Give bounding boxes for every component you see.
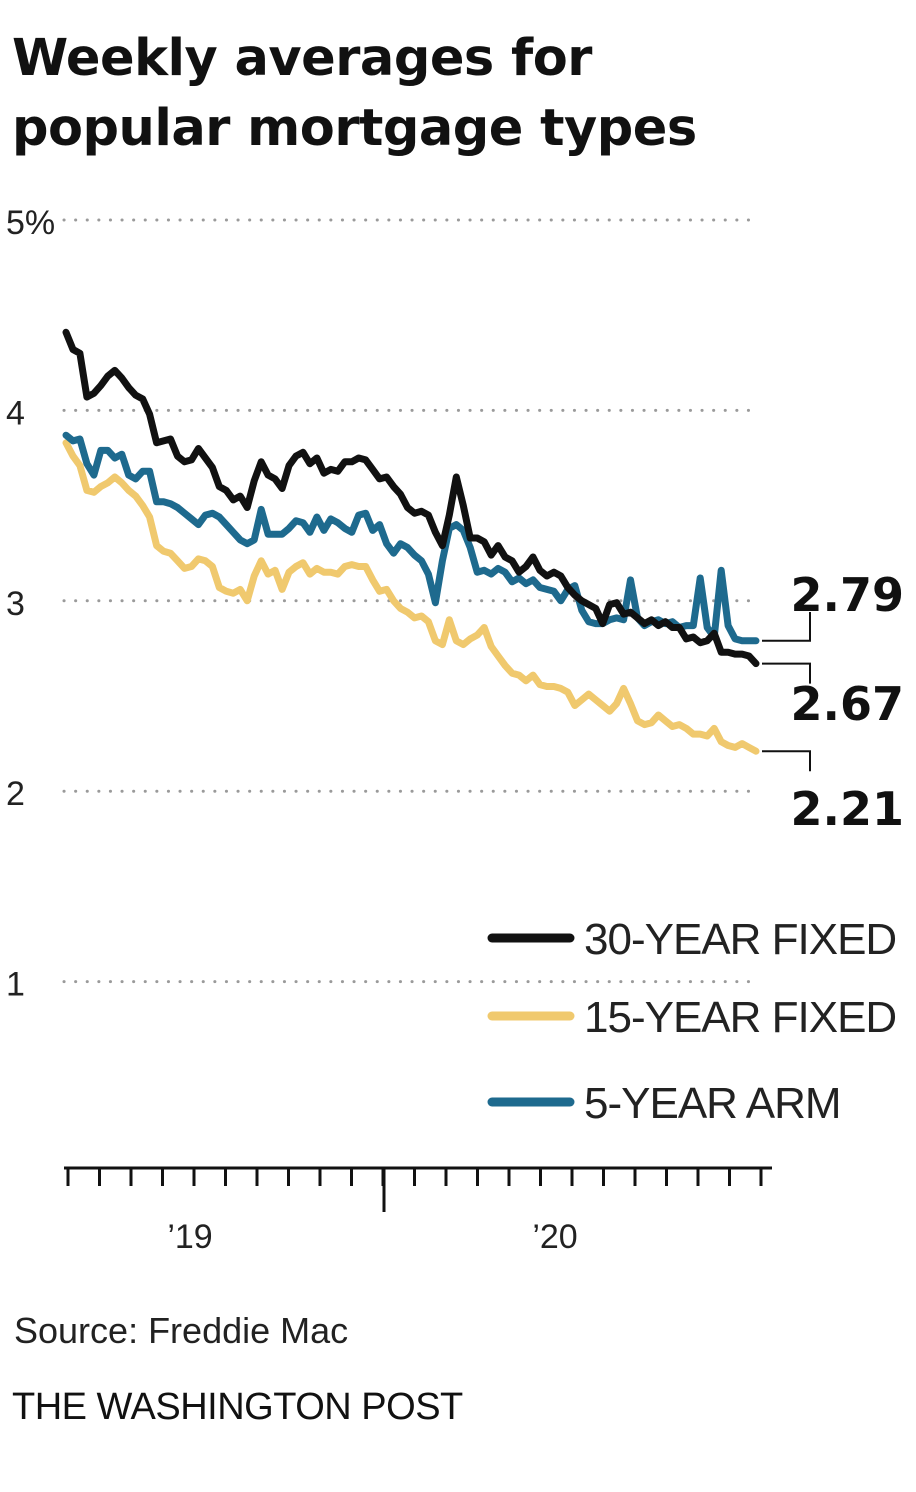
source-note: Source: Freddie Mac bbox=[14, 1310, 349, 1351]
line-chart: 1 2 3 4 5% ’19 ’20 2.79 2.67 2.21 30-YEAR FIXED 15-… bbox=[6, 204, 905, 1256]
end-label-connector bbox=[762, 612, 811, 642]
end-label-5-year-arm: 2.79 bbox=[791, 568, 905, 622]
y-tick-label: 4 bbox=[6, 394, 25, 432]
series-line-5-year-arm bbox=[62, 431, 760, 645]
legend-label: 5-YEAR ARM bbox=[584, 1079, 841, 1128]
end-label-connector bbox=[762, 750, 811, 772]
y-tick-label: 2 bbox=[6, 775, 25, 813]
x-tick-label: ’20 bbox=[532, 1218, 577, 1256]
x-tick-label: ’19 bbox=[167, 1218, 212, 1256]
end-label-connector bbox=[762, 662, 811, 684]
chart-title: Weekly averages for popular mortgage typ… bbox=[12, 24, 902, 164]
legend-label: 30-YEAR FIXED bbox=[584, 915, 896, 964]
y-tick-label: 3 bbox=[6, 585, 25, 623]
title-line-1: Weekly averages for bbox=[12, 29, 592, 88]
title-line-2: popular mortgage types bbox=[12, 99, 697, 158]
end-label-30-year-fixed: 2.67 bbox=[791, 677, 905, 731]
end-label-15-year-fixed: 2.21 bbox=[791, 782, 905, 836]
series-line-15-year-fixed bbox=[62, 439, 760, 755]
series-line-30-year-fixed bbox=[62, 328, 760, 668]
y-tick-label: 1 bbox=[6, 966, 25, 1004]
publisher-brand: THE WASHINGTON POST bbox=[12, 1386, 463, 1428]
legend-label: 15-YEAR FIXED bbox=[584, 993, 896, 1042]
y-tick-label: 5% bbox=[6, 204, 55, 242]
